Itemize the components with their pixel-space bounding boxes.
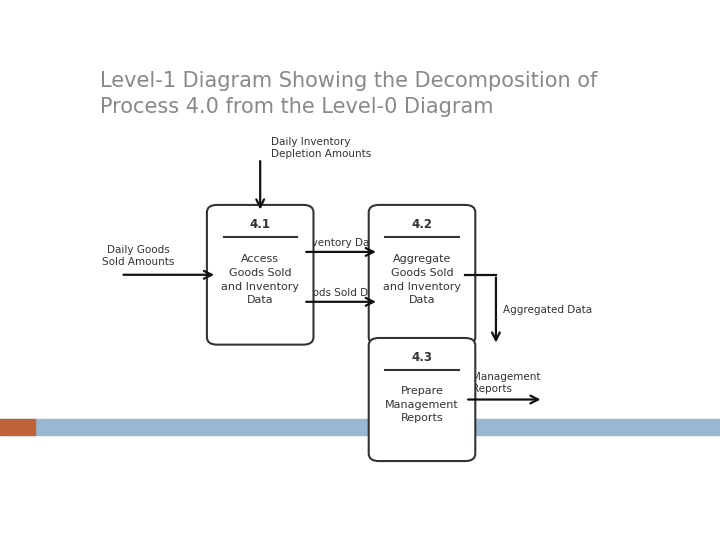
Text: Daily Goods
Sold Amounts: Daily Goods Sold Amounts xyxy=(102,245,175,267)
Text: Inventory Data: Inventory Data xyxy=(302,238,380,248)
Text: Goods Sold Data: Goods Sold Data xyxy=(297,288,384,298)
Text: Prepare
Management
Reports: Prepare Management Reports xyxy=(385,386,459,423)
Text: 4.2: 4.2 xyxy=(412,218,433,231)
Text: Daily Inventory
Depletion Amounts: Daily Inventory Depletion Amounts xyxy=(271,137,372,159)
FancyBboxPatch shape xyxy=(369,338,475,461)
FancyBboxPatch shape xyxy=(369,205,475,345)
Text: Access
Goods Sold
and Inventory
Data: Access Goods Sold and Inventory Data xyxy=(221,254,300,305)
Text: 4.1: 4.1 xyxy=(250,218,271,231)
Text: Level-1 Diagram Showing the Decomposition of
Process 4.0 from the Level-0 Diagra: Level-1 Diagram Showing the Decompositio… xyxy=(100,71,598,117)
Text: Management
Reports: Management Reports xyxy=(472,372,541,394)
FancyBboxPatch shape xyxy=(207,205,313,345)
Text: 4.3: 4.3 xyxy=(412,352,433,365)
Text: Aggregate
Goods Sold
and Inventory
Data: Aggregate Goods Sold and Inventory Data xyxy=(383,254,461,305)
Text: Aggregated Data: Aggregated Data xyxy=(503,305,592,315)
